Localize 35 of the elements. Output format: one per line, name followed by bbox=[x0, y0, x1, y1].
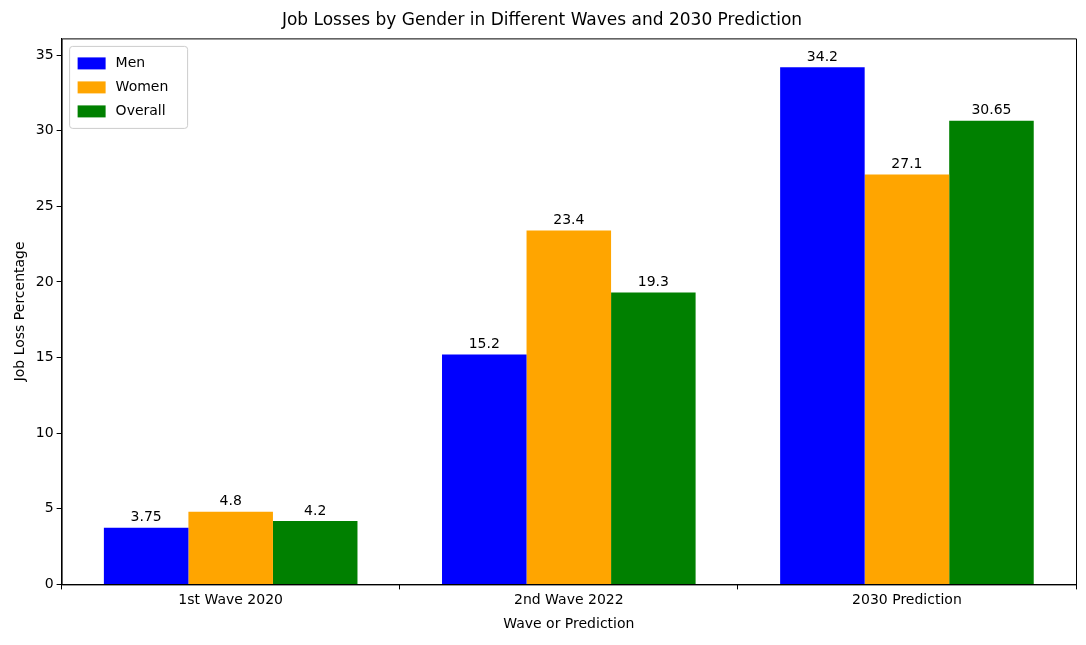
y-tick-label: 20 bbox=[35, 272, 54, 289]
y-tick-label: 0 bbox=[44, 575, 54, 592]
x-tick-label: 1st Wave 2020 bbox=[178, 591, 284, 608]
data-label: 30.65 bbox=[971, 101, 1012, 118]
y-tick-label: 25 bbox=[35, 196, 54, 213]
x-axis-title: Wave or Prediction bbox=[503, 615, 635, 632]
bar bbox=[272, 520, 358, 584]
y-tick-label: 35 bbox=[35, 45, 54, 62]
bar bbox=[611, 292, 696, 584]
y-tick-label: 10 bbox=[35, 423, 54, 440]
data-label: 27.1 bbox=[891, 155, 923, 172]
data-label: 23.4 bbox=[553, 211, 585, 228]
x-tick-label: 2030 Prediction bbox=[852, 591, 962, 608]
bar bbox=[526, 230, 612, 584]
bar bbox=[780, 67, 865, 584]
data-label: 4.2 bbox=[304, 501, 327, 518]
y-tick-label: 5 bbox=[44, 499, 54, 516]
y-tick-label: 30 bbox=[35, 121, 54, 138]
bar bbox=[103, 527, 189, 584]
data-label: 19.3 bbox=[637, 273, 669, 290]
y-axis-title: Job Loss Percentage bbox=[11, 241, 28, 383]
legend-label: Overall bbox=[115, 102, 166, 119]
chart-title: Job Losses by Gender in Different Waves and 2030 Prediction bbox=[280, 8, 803, 29]
data-label: 15.2 bbox=[468, 335, 500, 352]
bar bbox=[864, 174, 950, 584]
data-label: 34.2 bbox=[806, 47, 838, 64]
y-tick-label: 15 bbox=[35, 348, 54, 365]
data-label: 3.75 bbox=[130, 508, 162, 525]
x-tick-label: 2nd Wave 2022 bbox=[513, 591, 624, 608]
bar bbox=[949, 120, 1034, 584]
legend-label: Women bbox=[115, 78, 169, 95]
bar bbox=[442, 354, 527, 584]
bar bbox=[188, 511, 273, 584]
legend-label: Men bbox=[115, 54, 146, 71]
data-label: 4.8 bbox=[219, 492, 242, 509]
